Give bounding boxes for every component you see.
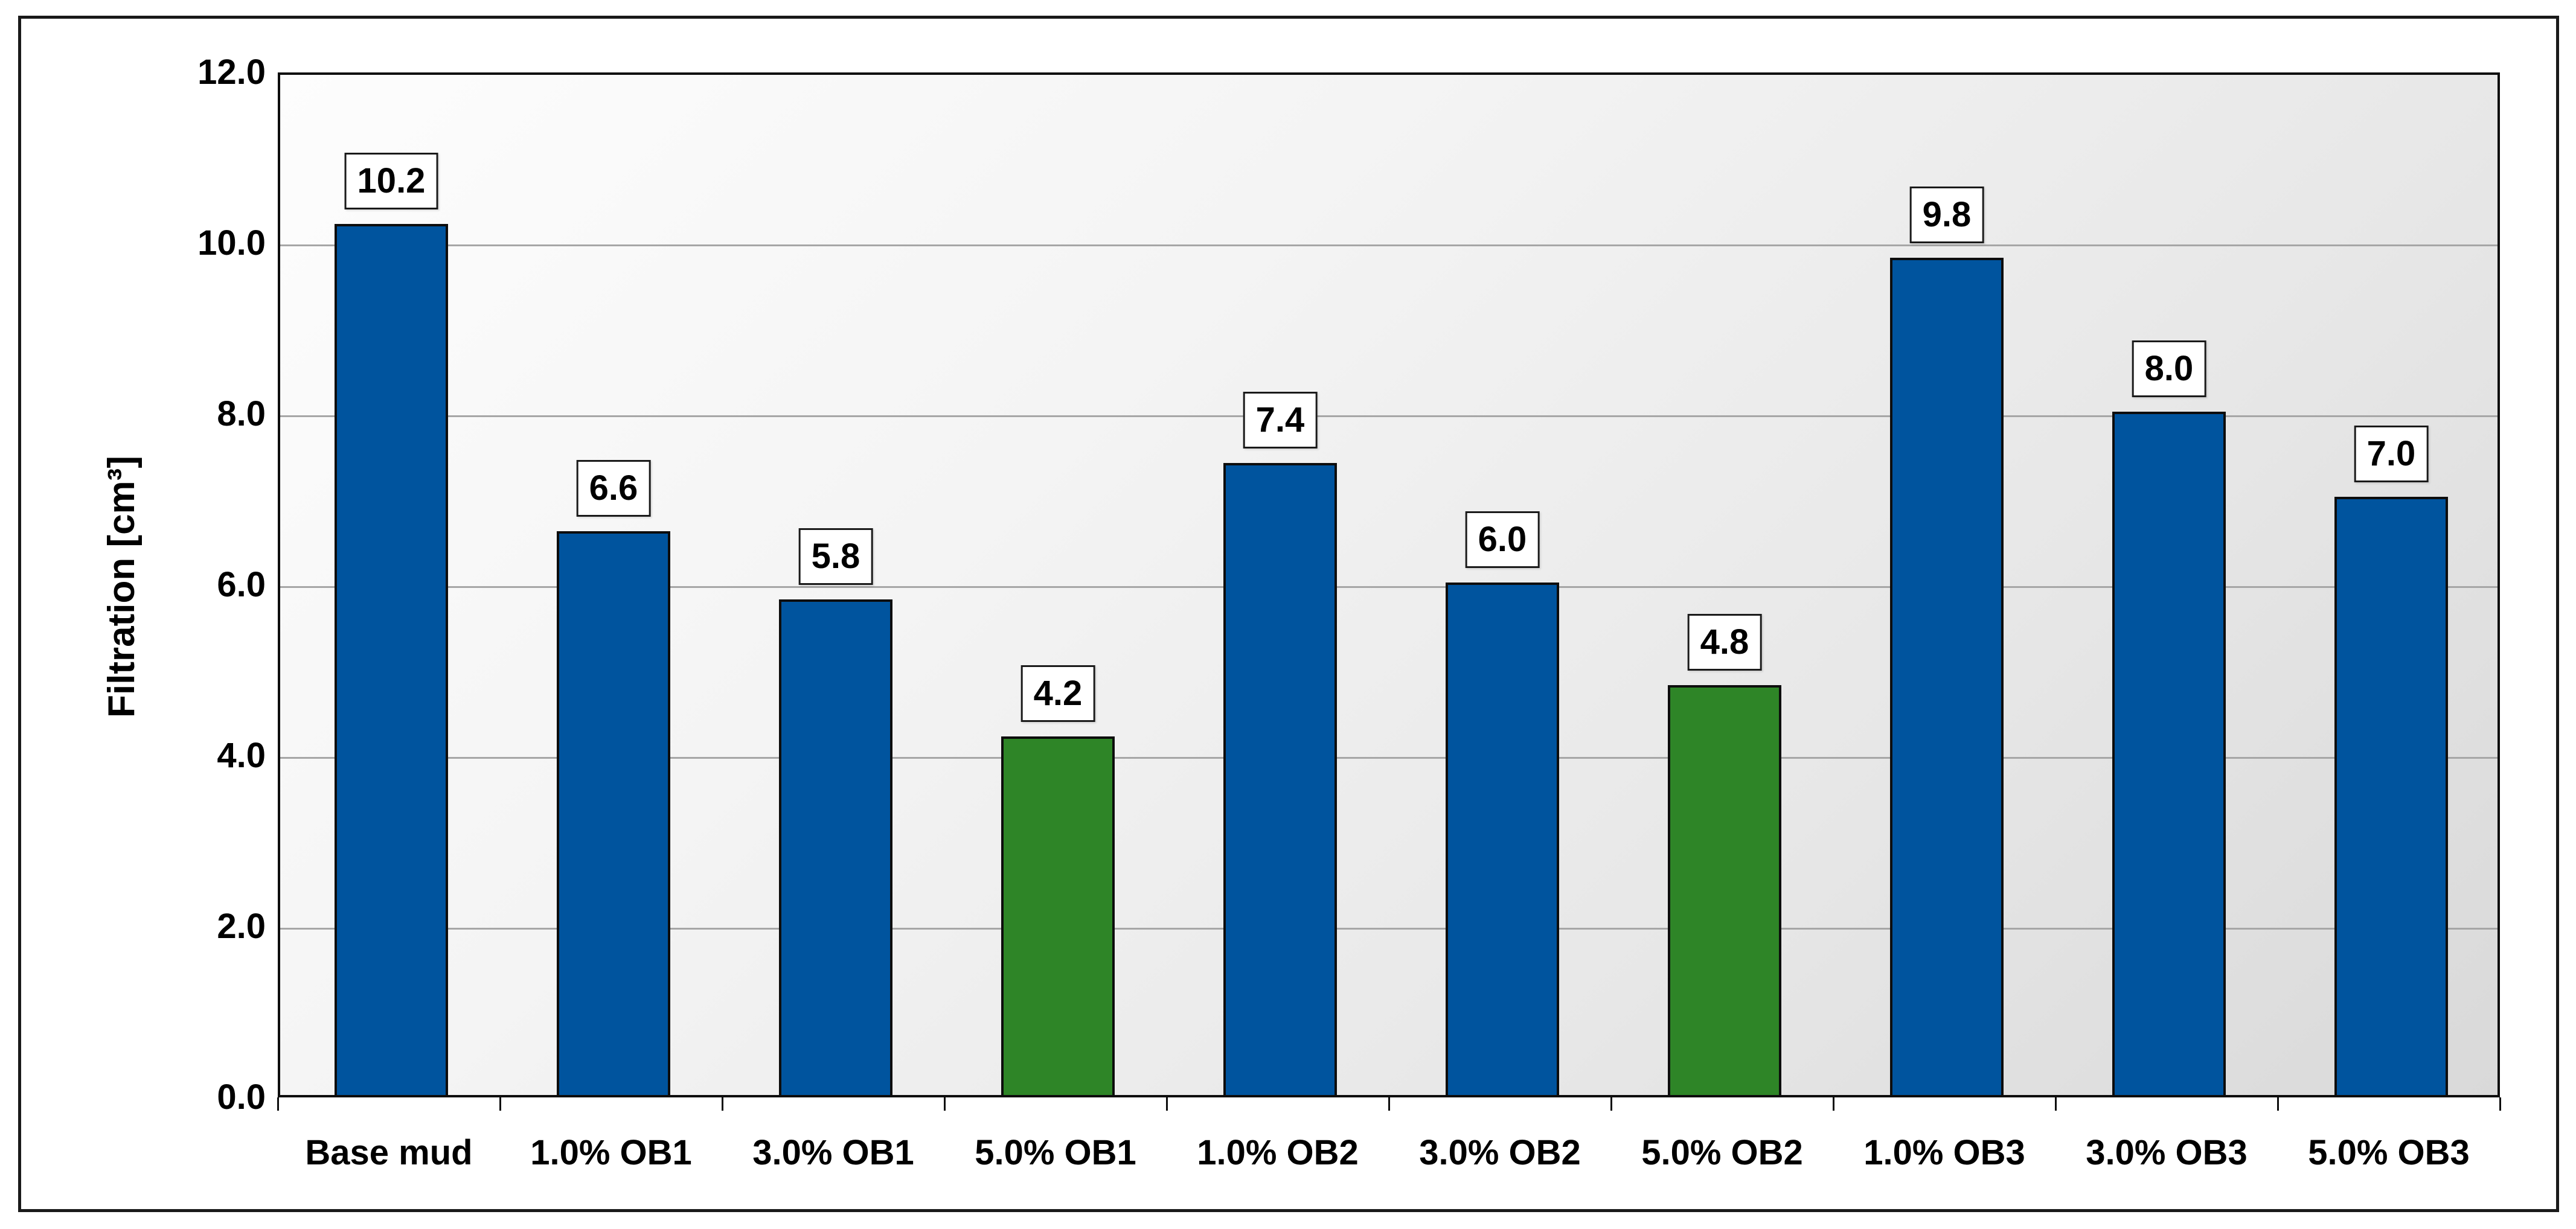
x-axis-label-1-0-ob2: 1.0% OB2 xyxy=(1197,1133,1359,1172)
x-tick-3 xyxy=(944,1097,946,1111)
bar-base-mud xyxy=(335,224,448,1095)
bar-3-0-ob2 xyxy=(1446,583,1559,1095)
x-tick-9 xyxy=(2277,1097,2279,1111)
x-tick-5 xyxy=(1388,1097,1390,1111)
x-axis-label-5-0-ob2: 5.0% OB2 xyxy=(1641,1133,1803,1172)
bar-1-0-ob2 xyxy=(1223,463,1337,1095)
y-tick-label-10-0: 10.0 xyxy=(197,223,266,263)
x-axis-label-1-0-ob3: 1.0% OB3 xyxy=(1863,1133,2025,1172)
gridline-8 xyxy=(280,415,2498,417)
x-axis-label-1-0-ob1: 1.0% OB1 xyxy=(530,1133,692,1172)
bar-value-label-5-0-ob2: 4.8 xyxy=(1687,613,1762,671)
gridline-4 xyxy=(280,757,2498,759)
y-tick-label-12-0: 12.0 xyxy=(197,53,266,92)
x-axis-label-3-0-ob2: 3.0% OB2 xyxy=(1419,1133,1581,1172)
x-tick-0 xyxy=(277,1097,279,1111)
y-tick-label-0-0: 0.0 xyxy=(217,1077,266,1117)
x-tick-7 xyxy=(1833,1097,1834,1111)
bar-value-label-3-0-ob1: 5.8 xyxy=(798,528,873,585)
x-axis-label-3-0-ob3: 3.0% OB3 xyxy=(2086,1133,2248,1172)
x-axis-label-5-0-ob1: 5.0% OB1 xyxy=(975,1133,1136,1172)
bar-5-0-ob3 xyxy=(2334,497,2448,1095)
bar-value-label-base-mud: 10.2 xyxy=(344,152,438,209)
bar-value-label-5-0-ob3: 7.0 xyxy=(2354,425,2429,482)
x-tick-10 xyxy=(2499,1097,2501,1111)
gridline-6 xyxy=(280,586,2498,588)
bar-value-label-1-0-ob2: 7.4 xyxy=(1243,391,1318,449)
bar-3-0-ob1 xyxy=(779,599,892,1095)
bar-value-label-3-0-ob3: 8.0 xyxy=(2132,340,2206,397)
bar-5-0-ob2 xyxy=(1668,685,1781,1095)
y-tick-label-6-0: 6.0 xyxy=(217,565,266,604)
bar-5-0-ob1 xyxy=(1001,736,1115,1095)
gridline-10 xyxy=(280,244,2498,246)
x-tick-4 xyxy=(1166,1097,1168,1111)
bar-value-label-3-0-ob2: 6.0 xyxy=(1465,511,1540,568)
x-axis-label-3-0-ob1: 3.0% OB1 xyxy=(752,1133,914,1172)
x-tick-2 xyxy=(722,1097,723,1111)
y-tick-label-4-0: 4.0 xyxy=(217,736,266,775)
bar-3-0-ob3 xyxy=(2112,412,2226,1095)
bar-value-label-1-0-ob1: 6.6 xyxy=(576,459,651,517)
y-tick-label-8-0: 8.0 xyxy=(217,394,266,433)
x-tick-8 xyxy=(2055,1097,2057,1111)
x-axis-label-base-mud: Base mud xyxy=(305,1133,473,1172)
bar-value-label-1-0-ob3: 9.8 xyxy=(1909,186,1984,243)
plot-area: 10.2 6.6 5.8 4.2 7.4 6.0 4.8 9.8 8.0 7.0 xyxy=(278,72,2500,1097)
bar-1-0-ob3 xyxy=(1890,258,2004,1095)
x-axis-label-5-0-ob3: 5.0% OB3 xyxy=(2308,1133,2470,1172)
y-tick-label-2-0: 2.0 xyxy=(217,907,266,946)
bar-1-0-ob1 xyxy=(557,531,670,1095)
gridline-2 xyxy=(280,928,2498,930)
bar-value-label-5-0-ob1: 4.2 xyxy=(1020,665,1095,722)
x-tick-1 xyxy=(499,1097,501,1111)
x-tick-6 xyxy=(1610,1097,1612,1111)
